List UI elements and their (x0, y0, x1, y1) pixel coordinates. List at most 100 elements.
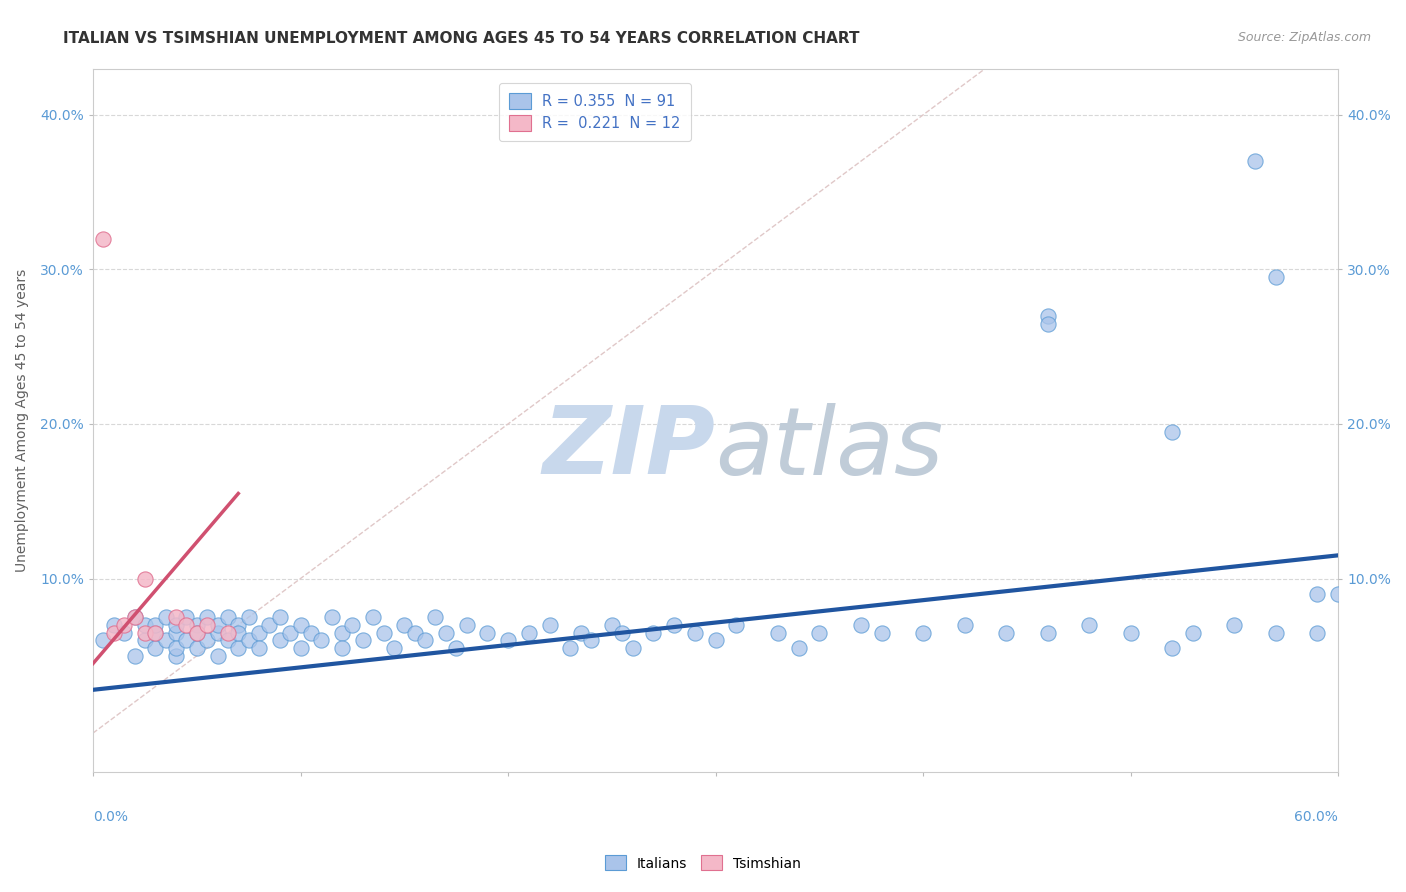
Point (247, 625, 270, 640)
Point (456, 618, 478, 632)
Point (560, 641, 582, 656)
Point (1264, 270, 1286, 285)
Point (425, 610, 447, 624)
Point (124, 610, 146, 624)
Point (1181, 625, 1204, 640)
Point (373, 625, 395, 640)
Point (1264, 625, 1286, 640)
Point (1306, 587, 1329, 601)
Point (195, 610, 218, 624)
Point (434, 625, 457, 640)
Point (621, 641, 644, 656)
Point (517, 625, 540, 640)
Point (290, 641, 312, 656)
Point (259, 618, 281, 632)
Point (870, 625, 893, 640)
Point (165, 641, 187, 656)
Point (134, 625, 156, 640)
Point (269, 633, 291, 648)
Point (538, 618, 561, 632)
Point (1036, 317, 1059, 331)
Point (226, 625, 249, 640)
Point (953, 618, 976, 632)
Point (290, 618, 312, 632)
Point (195, 618, 218, 632)
Text: 0.0%: 0.0% (93, 810, 128, 824)
Point (382, 641, 405, 656)
Point (226, 618, 249, 632)
Point (176, 633, 198, 648)
Point (176, 618, 198, 632)
Point (134, 572, 156, 586)
Point (103, 618, 125, 632)
Point (143, 625, 166, 640)
Point (1036, 625, 1059, 640)
Point (995, 625, 1018, 640)
Point (278, 625, 301, 640)
Point (207, 618, 229, 632)
Point (683, 625, 706, 640)
Point (725, 618, 748, 632)
Point (766, 625, 789, 640)
Point (217, 633, 239, 648)
Point (155, 610, 177, 624)
Point (112, 618, 135, 632)
Point (103, 625, 125, 640)
Point (247, 641, 270, 656)
Point (321, 610, 343, 624)
Point (186, 641, 208, 656)
Point (1244, 154, 1267, 169)
Point (134, 633, 156, 648)
Point (1078, 618, 1101, 632)
Point (143, 625, 166, 640)
Point (195, 633, 218, 648)
Point (1119, 625, 1142, 640)
Point (330, 625, 353, 640)
Point (1036, 309, 1059, 323)
Point (165, 625, 187, 640)
Point (569, 625, 592, 640)
Point (186, 625, 208, 640)
Point (612, 625, 634, 640)
Point (112, 625, 135, 640)
Point (207, 625, 229, 640)
Legend: R = 0.355  N = 91, R =  0.221  N = 12: R = 0.355 N = 91, R = 0.221 N = 12 (499, 83, 692, 141)
Point (186, 618, 208, 632)
Point (217, 625, 239, 640)
Point (1327, 587, 1350, 601)
Point (299, 625, 322, 640)
Point (238, 610, 260, 624)
Point (165, 610, 187, 624)
Point (226, 641, 249, 656)
Point (238, 633, 260, 648)
Point (155, 633, 177, 648)
Text: 60.0%: 60.0% (1294, 810, 1339, 824)
Point (93, 231, 115, 245)
Point (361, 610, 384, 624)
Legend: Italians, Tsimshian: Italians, Tsimshian (599, 850, 807, 876)
Text: ZIP: ZIP (543, 402, 716, 494)
Point (394, 618, 416, 632)
Point (186, 625, 208, 640)
Point (912, 625, 935, 640)
Point (143, 641, 166, 656)
Y-axis label: Unemployment Among Ages 45 to 54 years: Unemployment Among Ages 45 to 54 years (15, 268, 30, 572)
Point (134, 618, 156, 632)
Point (1223, 618, 1246, 632)
Text: Source: ZipAtlas.com: Source: ZipAtlas.com (1237, 31, 1371, 45)
Point (330, 641, 353, 656)
Point (207, 648, 229, 663)
Point (662, 618, 685, 632)
Point (477, 625, 499, 640)
Point (600, 618, 623, 632)
Point (93, 633, 115, 648)
Point (579, 633, 602, 648)
Point (1161, 641, 1184, 656)
Point (176, 610, 198, 624)
Point (352, 633, 374, 648)
Point (404, 625, 426, 640)
Point (342, 618, 364, 632)
Text: ITALIAN VS TSIMSHIAN UNEMPLOYMENT AMONG AGES 45 TO 54 YEARS CORRELATION CHART: ITALIAN VS TSIMSHIAN UNEMPLOYMENT AMONG … (63, 31, 860, 46)
Point (704, 633, 727, 648)
Point (808, 625, 831, 640)
